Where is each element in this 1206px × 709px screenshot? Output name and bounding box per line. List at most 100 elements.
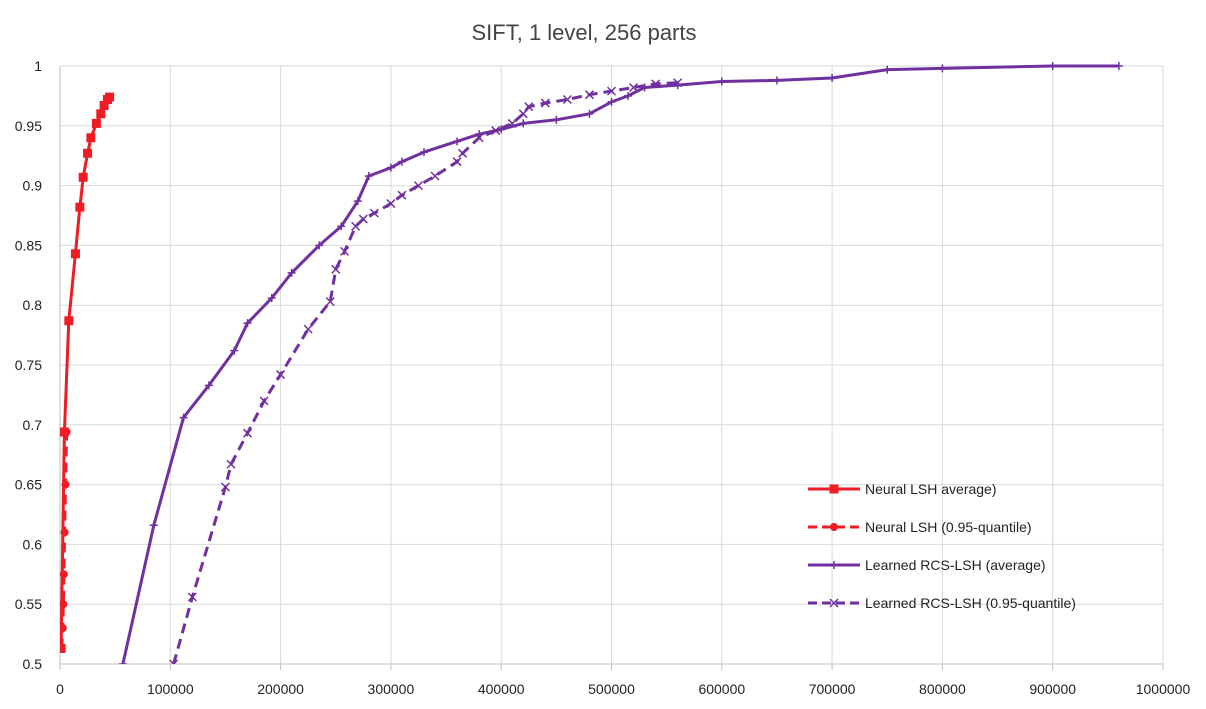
y-tick-label: 1 (34, 58, 42, 74)
data-point (204, 381, 213, 390)
series-line (121, 64, 1119, 664)
axes: 0 100000 200000 300000 400000 500000 600000 700… (15, 58, 1191, 697)
data-point (883, 65, 892, 74)
data-point (453, 137, 462, 146)
y-tick-label: 0.55 (15, 596, 42, 612)
data-point (91, 118, 101, 128)
x-tick-label: 400000 (478, 681, 525, 697)
data-point (491, 126, 501, 136)
x-tick-label: 600000 (698, 681, 745, 697)
data-point (353, 197, 362, 206)
data-point (364, 172, 373, 181)
data-point (340, 246, 350, 256)
data-point (386, 163, 395, 172)
x-tick-label: 200000 (257, 681, 304, 697)
data-point (386, 199, 396, 209)
y-tick-label: 0.95 (15, 118, 42, 134)
data-point (540, 98, 550, 108)
x-tick-label: 500000 (588, 681, 635, 697)
data-point (518, 109, 528, 119)
y-tick-label: 0.85 (15, 237, 42, 253)
x-tick-label: 700000 (809, 681, 856, 697)
data-point (938, 64, 947, 73)
data-point (607, 97, 616, 106)
gridlines (60, 65, 1164, 664)
data-point (351, 221, 361, 231)
data-point (61, 480, 70, 489)
data-point (1114, 62, 1123, 70)
data-point (105, 92, 115, 102)
data-point (267, 294, 276, 303)
legend-label: Neural LSH (0.95-quantile) (865, 519, 1032, 535)
series-line (172, 81, 678, 664)
data-point (397, 190, 407, 200)
legend-item: Neural LSH (0.95-quantile) (808, 519, 1032, 535)
data-point (60, 570, 68, 579)
data-point (303, 324, 313, 334)
legend-item: Learned RCS-LSH (0.95-quantile) (808, 595, 1076, 611)
data-point (507, 118, 517, 128)
data-point (60, 644, 66, 653)
data-point (585, 109, 594, 118)
data-point (259, 396, 269, 406)
y-tick-label: 0.8 (23, 297, 43, 313)
data-point (315, 241, 324, 250)
data-point (430, 171, 440, 181)
legend-label: Learned RCS-LSH (average) (865, 557, 1046, 573)
data-point (606, 86, 617, 96)
data-point (220, 482, 230, 492)
data-point (149, 521, 158, 530)
legend-swatch-marker (829, 598, 839, 608)
data-point (358, 214, 368, 224)
data-point (96, 109, 106, 119)
y-tick-label: 0.5 (23, 656, 43, 672)
data-point (243, 319, 252, 328)
data-point (75, 202, 85, 212)
x-tick-label: 0 (56, 681, 64, 697)
data-point (99, 100, 109, 110)
data-point (397, 157, 406, 166)
data-point (828, 73, 837, 82)
series-2 (118, 62, 1123, 664)
x-tick-label: 900000 (1029, 681, 1076, 697)
data-point (60, 528, 69, 537)
data-point (524, 102, 534, 112)
legend-swatch-marker (830, 561, 838, 569)
data-point (474, 133, 484, 143)
data-point (86, 133, 96, 143)
legend: Neural LSH average) Neural LSH (0.95-quan… (808, 481, 1076, 611)
data-point (584, 90, 594, 100)
data-point (552, 115, 561, 124)
data-point (624, 91, 633, 100)
legend-item: Learned RCS-LSH (average) (808, 557, 1046, 573)
series-3 (169, 78, 683, 664)
chart-title: SIFT, 1 level, 256 parts (472, 20, 697, 45)
data-point (413, 181, 424, 191)
data-point (452, 157, 462, 167)
legend-label: Learned RCS-LSH (0.95-quantile) (865, 595, 1076, 611)
data-point (226, 459, 236, 469)
legend-label: Neural LSH average) (865, 481, 997, 497)
data-point (62, 427, 71, 436)
x-tick-label: 300000 (368, 681, 415, 697)
data-point (60, 600, 68, 609)
x-tick-label: 100000 (147, 681, 194, 697)
data-point (325, 297, 335, 307)
series-lines (60, 62, 1123, 664)
legend-swatch-marker (829, 484, 839, 494)
data-point (70, 249, 80, 259)
data-point (60, 624, 67, 633)
data-point (83, 148, 93, 158)
x-tick-label: 800000 (919, 681, 966, 697)
data-point (772, 76, 781, 85)
legend-item: Neural LSH average) (808, 481, 997, 497)
data-point (169, 659, 179, 664)
data-point (562, 94, 572, 105)
y-tick-label: 0.65 (15, 477, 42, 493)
data-point (458, 148, 468, 158)
data-point (519, 119, 528, 128)
data-point (673, 78, 683, 88)
data-point (118, 660, 127, 664)
